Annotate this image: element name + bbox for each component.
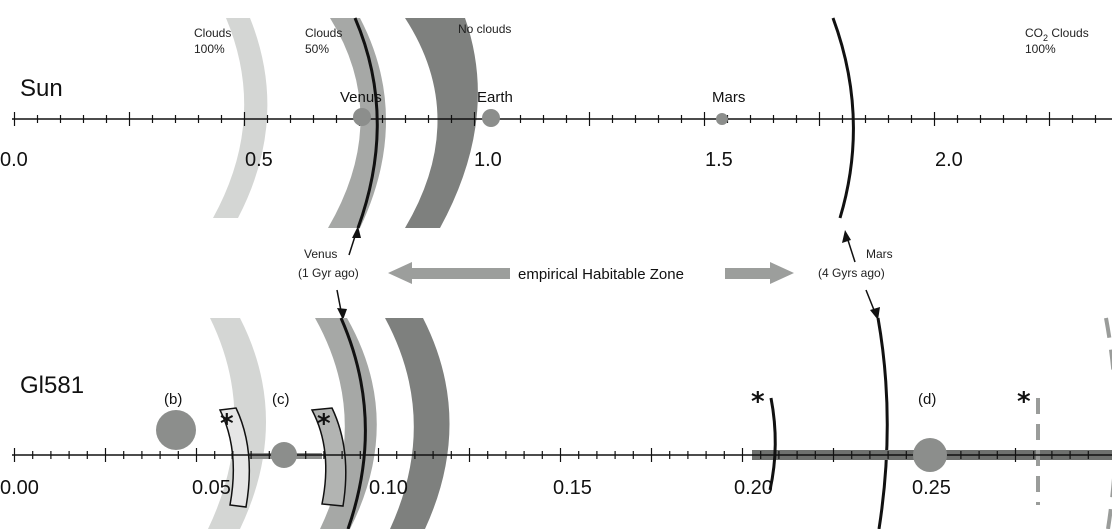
outer-edge-line-gl581 <box>876 317 889 529</box>
gl581-tick-label-4: 0.20 <box>734 477 773 499</box>
mars-arrowhead-up <box>842 230 851 243</box>
sun-axis-ticks <box>13 112 1097 126</box>
ehz-left-arrow <box>388 262 510 284</box>
star-marker-2: * <box>317 409 331 439</box>
mars-arrowhead-down <box>870 307 880 320</box>
planet-d-label: (d) <box>918 391 936 408</box>
co2-clouds-label-line1: CO2 Clouds <box>1025 26 1089 43</box>
inner-edge-line-sun <box>353 17 379 229</box>
ehz-label: empirical Habitable Zone <box>518 266 684 283</box>
gl581-inner-edge-marker <box>768 397 777 491</box>
star-marker-1: * <box>220 409 234 439</box>
star-box-inner <box>218 407 251 508</box>
venus-past-label-line1: Venus <box>304 247 337 261</box>
dashed-outer-limit-gl581 <box>1104 317 1112 529</box>
gl581-title: Gl581 <box>20 372 84 399</box>
clouds-100-label-line1: Clouds <box>194 26 231 40</box>
gl581-tick-label-3: 0.15 <box>553 477 592 499</box>
outer-edge-line-sun <box>831 17 855 219</box>
mars-planet <box>716 113 728 125</box>
clouds-100-label-line2: 100% <box>194 42 225 56</box>
co2-clouds-label-line2: 100% <box>1025 42 1056 56</box>
venus-arrowhead-up <box>352 226 361 238</box>
star-marker-4: * <box>1017 387 1031 417</box>
clouds-50-label-line2: 50% <box>305 42 329 56</box>
sun-tick-label-3: 1.5 <box>705 149 733 171</box>
ehz-right-arrow <box>725 262 794 284</box>
gl581-tick-label-0: 0.00 <box>0 477 39 499</box>
planet-b <box>156 410 196 450</box>
planet-c <box>271 442 297 468</box>
venus-planet <box>353 108 371 126</box>
star-box-middle <box>310 407 347 507</box>
inner-edge-line-gl581 <box>339 317 367 529</box>
mars-past-label-line2: (4 Gyrs ago) <box>818 266 885 280</box>
planet-b-label: (b) <box>164 391 182 408</box>
planet-c-label: (c) <box>272 391 290 408</box>
venus-label: Venus <box>340 89 382 106</box>
sun-tick-label-4: 2.0 <box>935 149 963 171</box>
sun-tick-label-0: 0.0 <box>0 149 28 171</box>
no-clouds-band-gl581 <box>385 318 450 529</box>
clouds-100-band-sun <box>213 18 268 218</box>
no-clouds-band-sun <box>405 18 478 228</box>
earth-planet <box>482 109 500 127</box>
star-marker-3: * <box>751 387 765 417</box>
venus-past-label-line2: (1 Gyr ago) <box>298 266 359 280</box>
sun-tick-label-1: 0.5 <box>245 149 273 171</box>
sun-tick-label-2: 1.0 <box>474 149 502 171</box>
mars-label: Mars <box>712 89 745 106</box>
gl581-tick-label-2: 0.10 <box>369 477 408 499</box>
no-clouds-label: No clouds <box>458 22 511 36</box>
clouds-50-label-line1: Clouds <box>305 26 342 40</box>
mars-past-label-line1: Mars <box>866 247 893 261</box>
sun-title: Sun <box>20 75 63 102</box>
gl581-axis-ticks <box>13 448 1089 462</box>
gl581-tick-label-1: 0.05 <box>192 477 231 499</box>
gl581-tick-label-5: 0.25 <box>912 477 951 499</box>
earth-label: Earth <box>477 89 513 106</box>
venus-arrowhead-down <box>337 308 347 320</box>
planet-d <box>913 438 947 472</box>
